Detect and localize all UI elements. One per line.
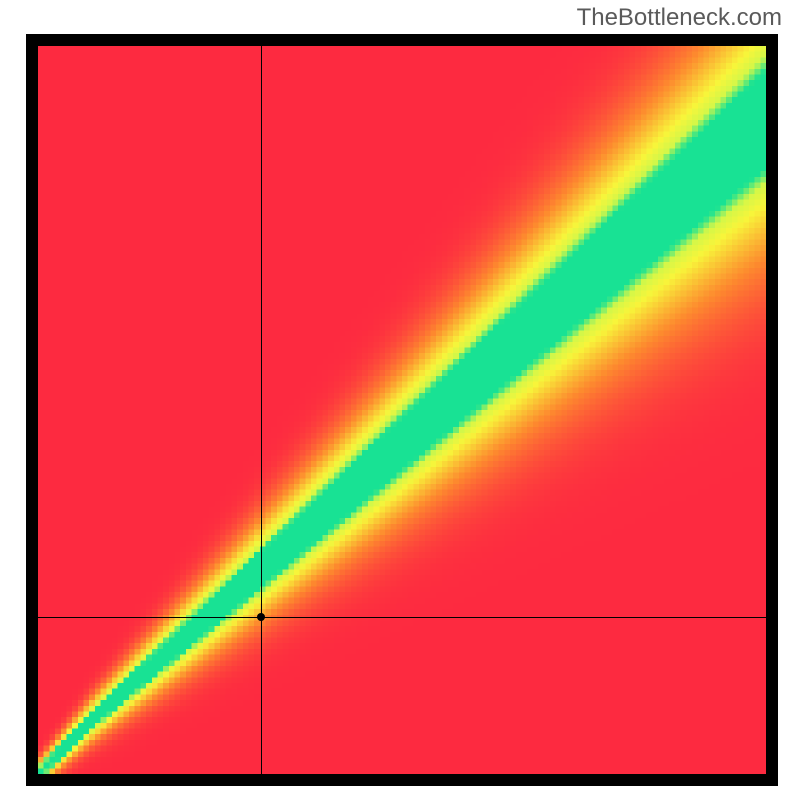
heatmap-plot: [38, 46, 766, 774]
marker-dot: [257, 613, 265, 621]
crosshair-horizontal: [38, 617, 766, 618]
crosshair-vertical: [261, 46, 262, 774]
watermark-text: TheBottleneck.com: [577, 4, 782, 32]
chart-frame: [26, 34, 778, 786]
heatmap-canvas: [38, 46, 766, 774]
